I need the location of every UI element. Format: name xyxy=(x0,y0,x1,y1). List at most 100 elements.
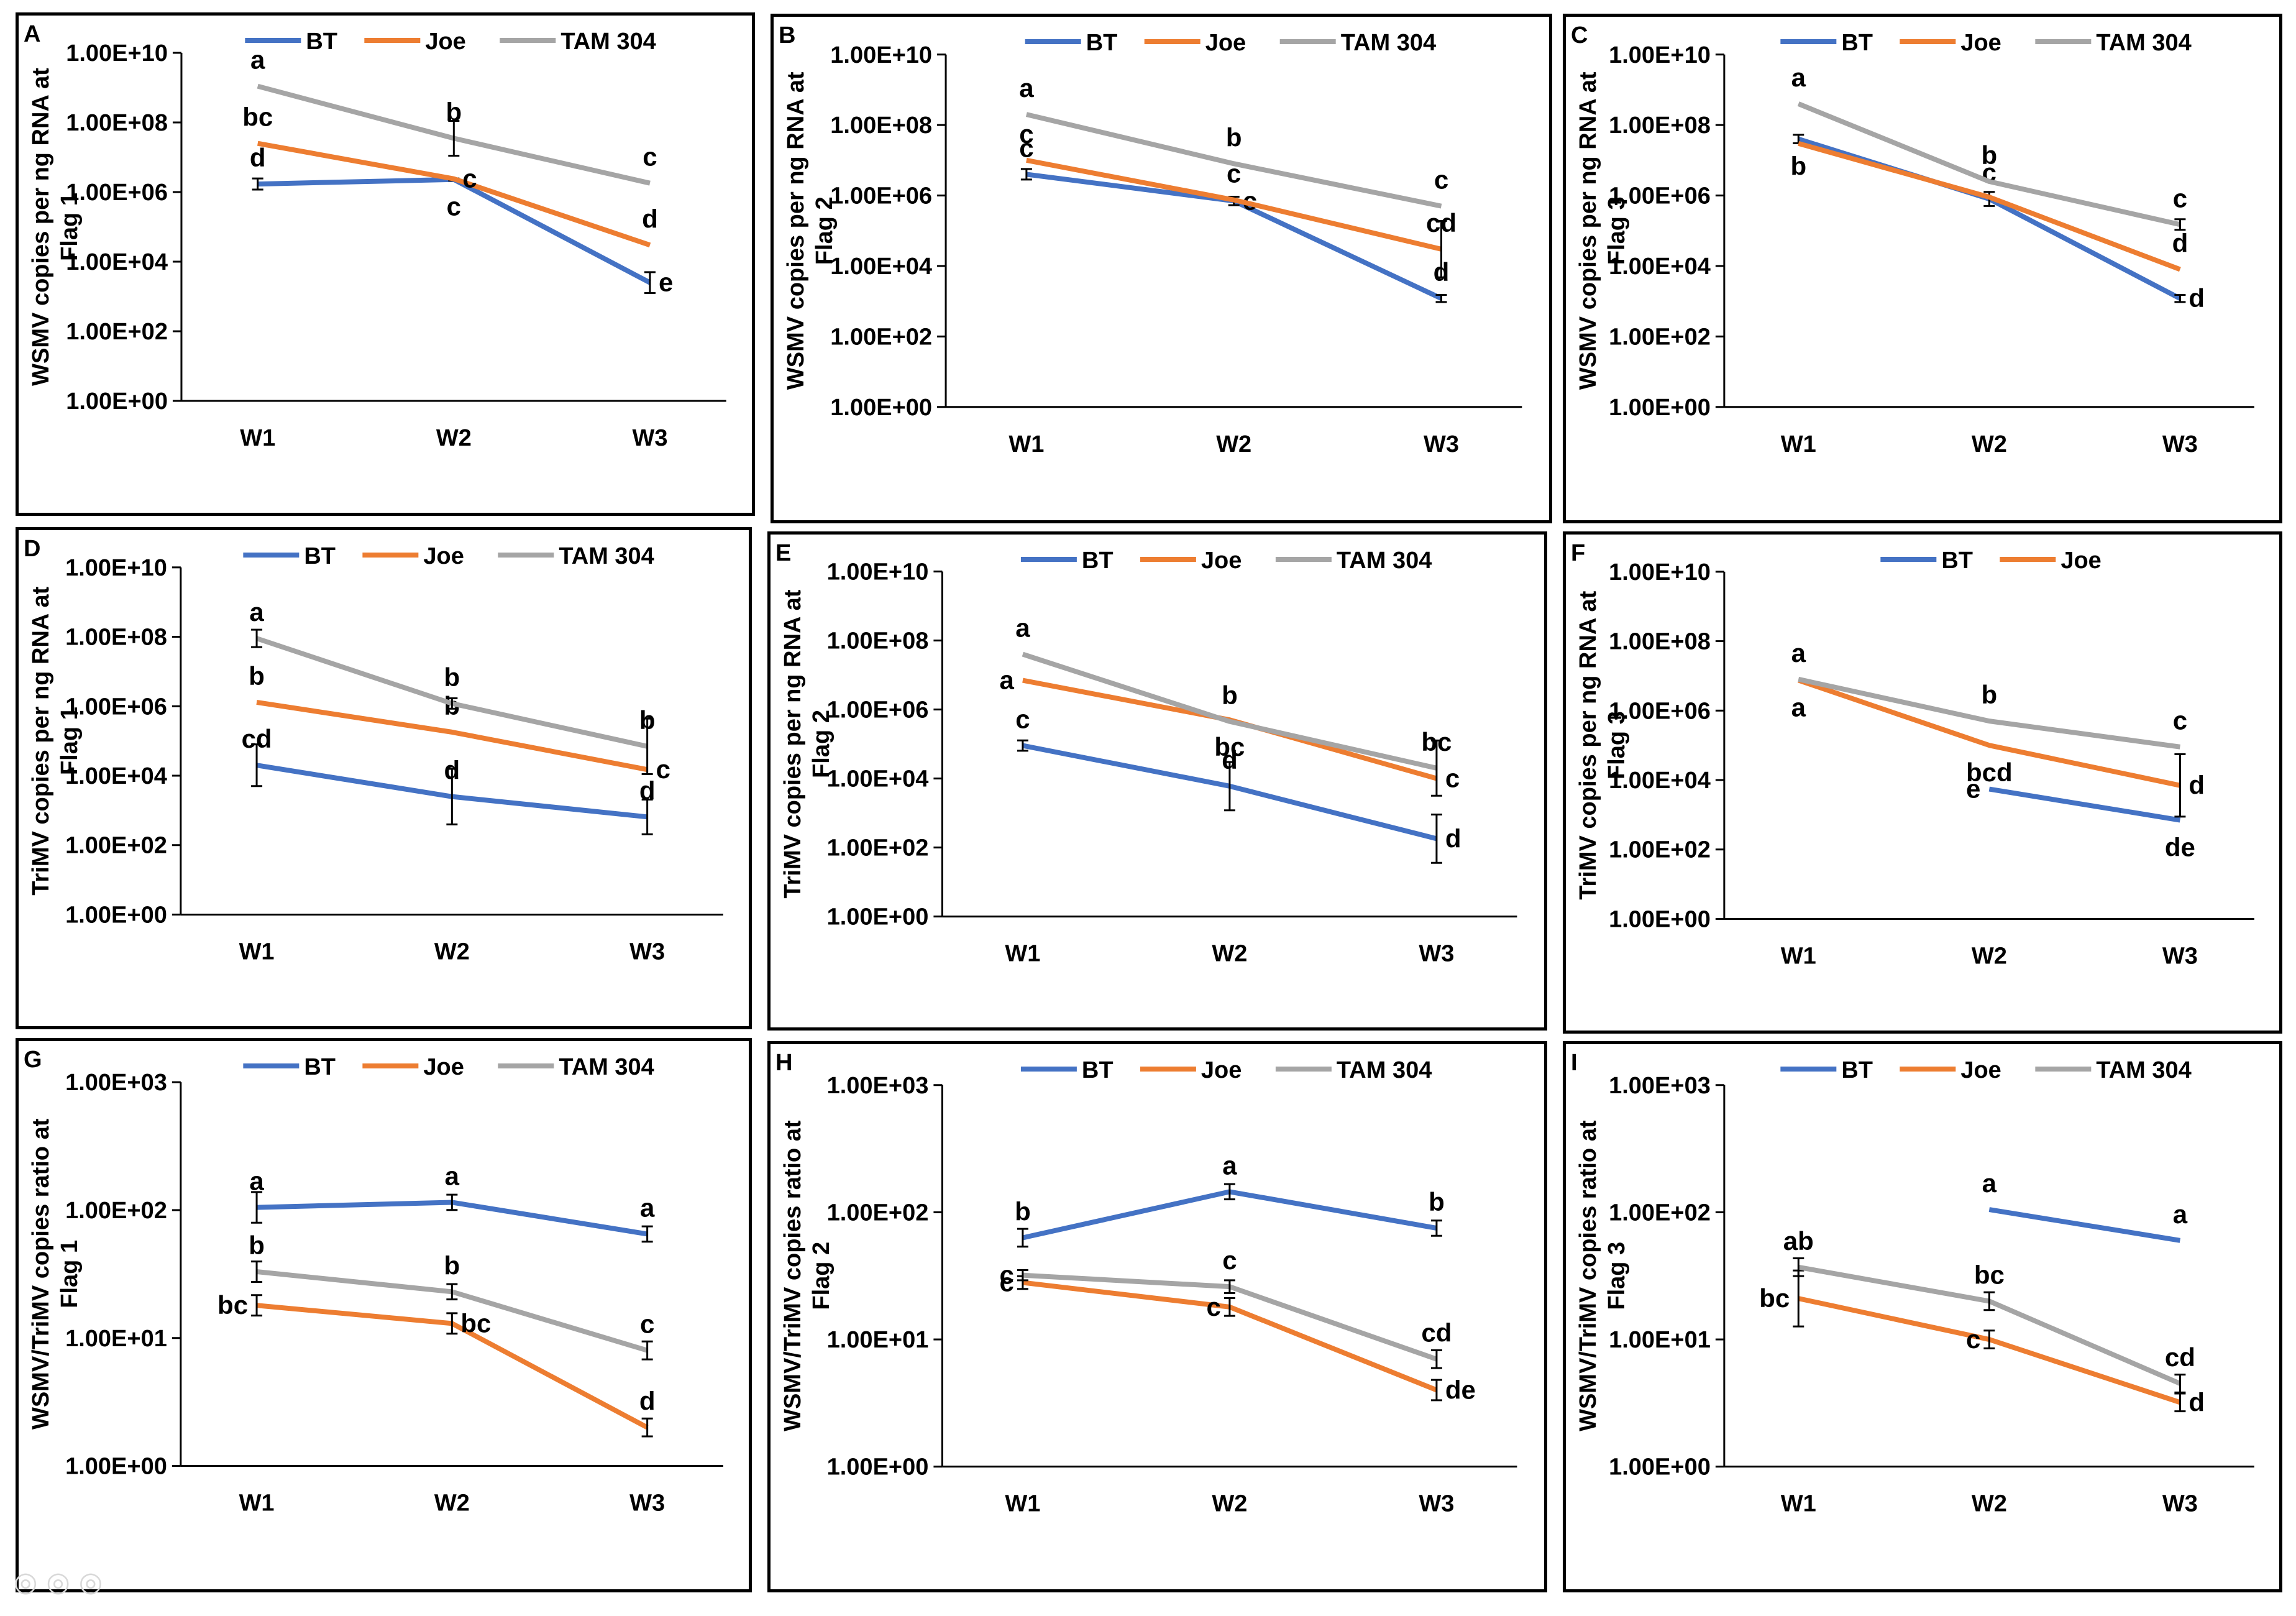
legend-label: BT xyxy=(304,543,336,569)
sig-letter: d xyxy=(2172,228,2189,257)
sig-letter: d xyxy=(2189,283,2205,313)
y-tick-label: 1.00E+04 xyxy=(1609,254,1711,280)
sig-letter: b xyxy=(1429,1187,1445,1216)
sig-letter: a xyxy=(1982,1168,1997,1198)
panel-letter: A xyxy=(24,21,40,47)
y-axis-title: Flag 1 xyxy=(57,193,83,261)
legend-label: TAM 304 xyxy=(1337,1057,1432,1083)
sig-letter: d xyxy=(639,776,656,805)
x-tick-label: W1 xyxy=(240,425,275,451)
panel-h: H WSMV/TriMV copies ratio at Flag 2 1.00E+0… xyxy=(767,1041,1547,1592)
legend-label: TAM 304 xyxy=(559,543,654,569)
y-tick-label: 1.00E+08 xyxy=(827,628,929,654)
y-tick-label: 1.00E+03 xyxy=(65,1070,167,1096)
legend-label: BT xyxy=(1082,548,1114,574)
sig-letter: d xyxy=(639,1387,656,1416)
y-tick-label: 1.00E+08 xyxy=(65,625,167,651)
panel-letter: D xyxy=(24,536,40,562)
legend-label: BT xyxy=(1841,30,1873,56)
y-tick-label: 1.00E+08 xyxy=(1609,629,1711,655)
sig-letter: a xyxy=(1791,63,1806,92)
legend-label: TAM 304 xyxy=(1341,30,1436,56)
y-tick-label: 1.00E+06 xyxy=(65,694,167,720)
sig-letter: bc xyxy=(1974,1260,2005,1289)
y-tick-label: 1.00E+08 xyxy=(1609,112,1711,139)
legend-label: Joe xyxy=(1960,1057,2001,1083)
series-line xyxy=(1797,677,2181,788)
sig-letter: a xyxy=(1222,1150,1237,1180)
y-tick-label: 1.00E+04 xyxy=(65,763,167,789)
panel-g: G WSMV/TriMV copies ratio at Flag 1 1.00E+0… xyxy=(16,1038,752,1592)
x-tick-label: W2 xyxy=(1972,1491,2007,1517)
sig-letter: cd xyxy=(242,724,272,753)
legend-label: BT xyxy=(1082,1057,1114,1083)
y-axis-title: Flag 1 xyxy=(57,707,83,775)
sig-letter: c xyxy=(2173,183,2187,213)
x-tick-label: W2 xyxy=(436,425,472,451)
legend-label: BT xyxy=(304,1054,336,1080)
sig-letter: a xyxy=(640,1193,655,1222)
x-tick-label: W3 xyxy=(1419,1491,1454,1517)
sig-letter: a xyxy=(250,45,265,75)
y-axis-title: Flag 2 xyxy=(808,710,835,778)
y-tick-label: 1.00E+00 xyxy=(830,395,932,421)
legend-label: BT xyxy=(306,29,337,55)
sig-letter: a xyxy=(1015,613,1030,643)
y-axis-title: WSMV copies per ng RNA at xyxy=(1575,71,1601,390)
sig-letter: b xyxy=(444,1251,460,1280)
panel-letter: B xyxy=(779,22,795,48)
legend-label: BT xyxy=(1841,1057,1873,1083)
legend-label: BT xyxy=(1941,548,1973,574)
sig-letter: c xyxy=(1966,1324,1980,1354)
y-axis-title: Flag 2 xyxy=(812,196,838,265)
x-tick-label: W1 xyxy=(1781,943,1816,969)
sig-letter: c xyxy=(462,164,477,193)
series-line xyxy=(1797,101,2181,227)
panel-e: E TriMV copies per ng RNA at Flag 2 1.00E+0… xyxy=(767,531,1547,1031)
chart-c: C WSMV copies per ng RNA at Flag 3 1.00E+00… xyxy=(1571,22,2254,457)
sig-letter: c xyxy=(1243,186,1257,215)
y-tick-label: 1.00E+02 xyxy=(65,1198,167,1224)
legend-label: TAM 304 xyxy=(1337,548,1432,574)
x-tick-label: W2 xyxy=(1212,941,1247,967)
sig-letter: cd xyxy=(1426,208,1457,237)
y-tick-label: 1.00E+02 xyxy=(1609,1200,1711,1226)
sig-letter: de xyxy=(2165,833,2195,862)
y-axis-title: TriMV copies per ng RNA at xyxy=(780,589,806,898)
sig-letter: bcd xyxy=(1966,758,2013,787)
chart-a: A WSMV copies per ng RNA at Flag 1 1.00E+00… xyxy=(24,21,726,451)
sig-letter: d xyxy=(2189,1387,2205,1416)
panel-a: A WSMV copies per ng RNA at Flag 1 1.00E+00… xyxy=(16,12,755,516)
chart-g: G WSMV/TriMV copies ratio at Flag 1 1.00E+0… xyxy=(24,1047,723,1517)
panel-i: I WSMV/TriMV copies ratio at Flag 3 1.00E+0… xyxy=(1563,1041,2282,1592)
x-tick-label: W2 xyxy=(434,939,470,965)
x-tick-label: W1 xyxy=(239,1490,275,1517)
y-tick-label: 1.00E+00 xyxy=(65,1454,167,1480)
sig-letter: b xyxy=(1222,681,1238,710)
series-line xyxy=(1798,140,2181,272)
x-tick-label: W1 xyxy=(1005,941,1040,967)
legend-label: TAM 304 xyxy=(2096,1057,2191,1083)
legend-label: Joe xyxy=(423,1054,464,1080)
sig-letter: c xyxy=(1015,705,1030,734)
panel-letter: G xyxy=(24,1047,42,1073)
chart-i: I WSMV/TriMV copies ratio at Flag 3 1.00E+0… xyxy=(1571,1050,2254,1517)
x-tick-label: W3 xyxy=(1419,941,1454,967)
y-tick-label: 1.00E+10 xyxy=(830,42,932,68)
x-tick-label: W2 xyxy=(1972,431,2007,457)
sig-letter: a xyxy=(1019,73,1034,103)
sig-letter: a xyxy=(1791,638,1806,668)
y-tick-label: 1.00E+10 xyxy=(66,40,168,67)
y-tick-label: 1.00E+00 xyxy=(827,1454,929,1481)
sig-letter: a xyxy=(445,1161,460,1190)
y-tick-label: 1.00E+01 xyxy=(1609,1327,1711,1353)
legend-label: TAM 304 xyxy=(2096,30,2191,56)
y-tick-label: 1.00E+01 xyxy=(65,1326,167,1352)
legend-label: BT xyxy=(1086,30,1118,56)
legend-label: Joe xyxy=(2060,548,2101,574)
series-line xyxy=(257,140,651,248)
sig-letter: d xyxy=(1222,745,1238,774)
y-tick-label: 1.00E+06 xyxy=(1609,698,1711,724)
series-line xyxy=(1022,651,1437,771)
sig-letter: bc xyxy=(460,1308,491,1338)
